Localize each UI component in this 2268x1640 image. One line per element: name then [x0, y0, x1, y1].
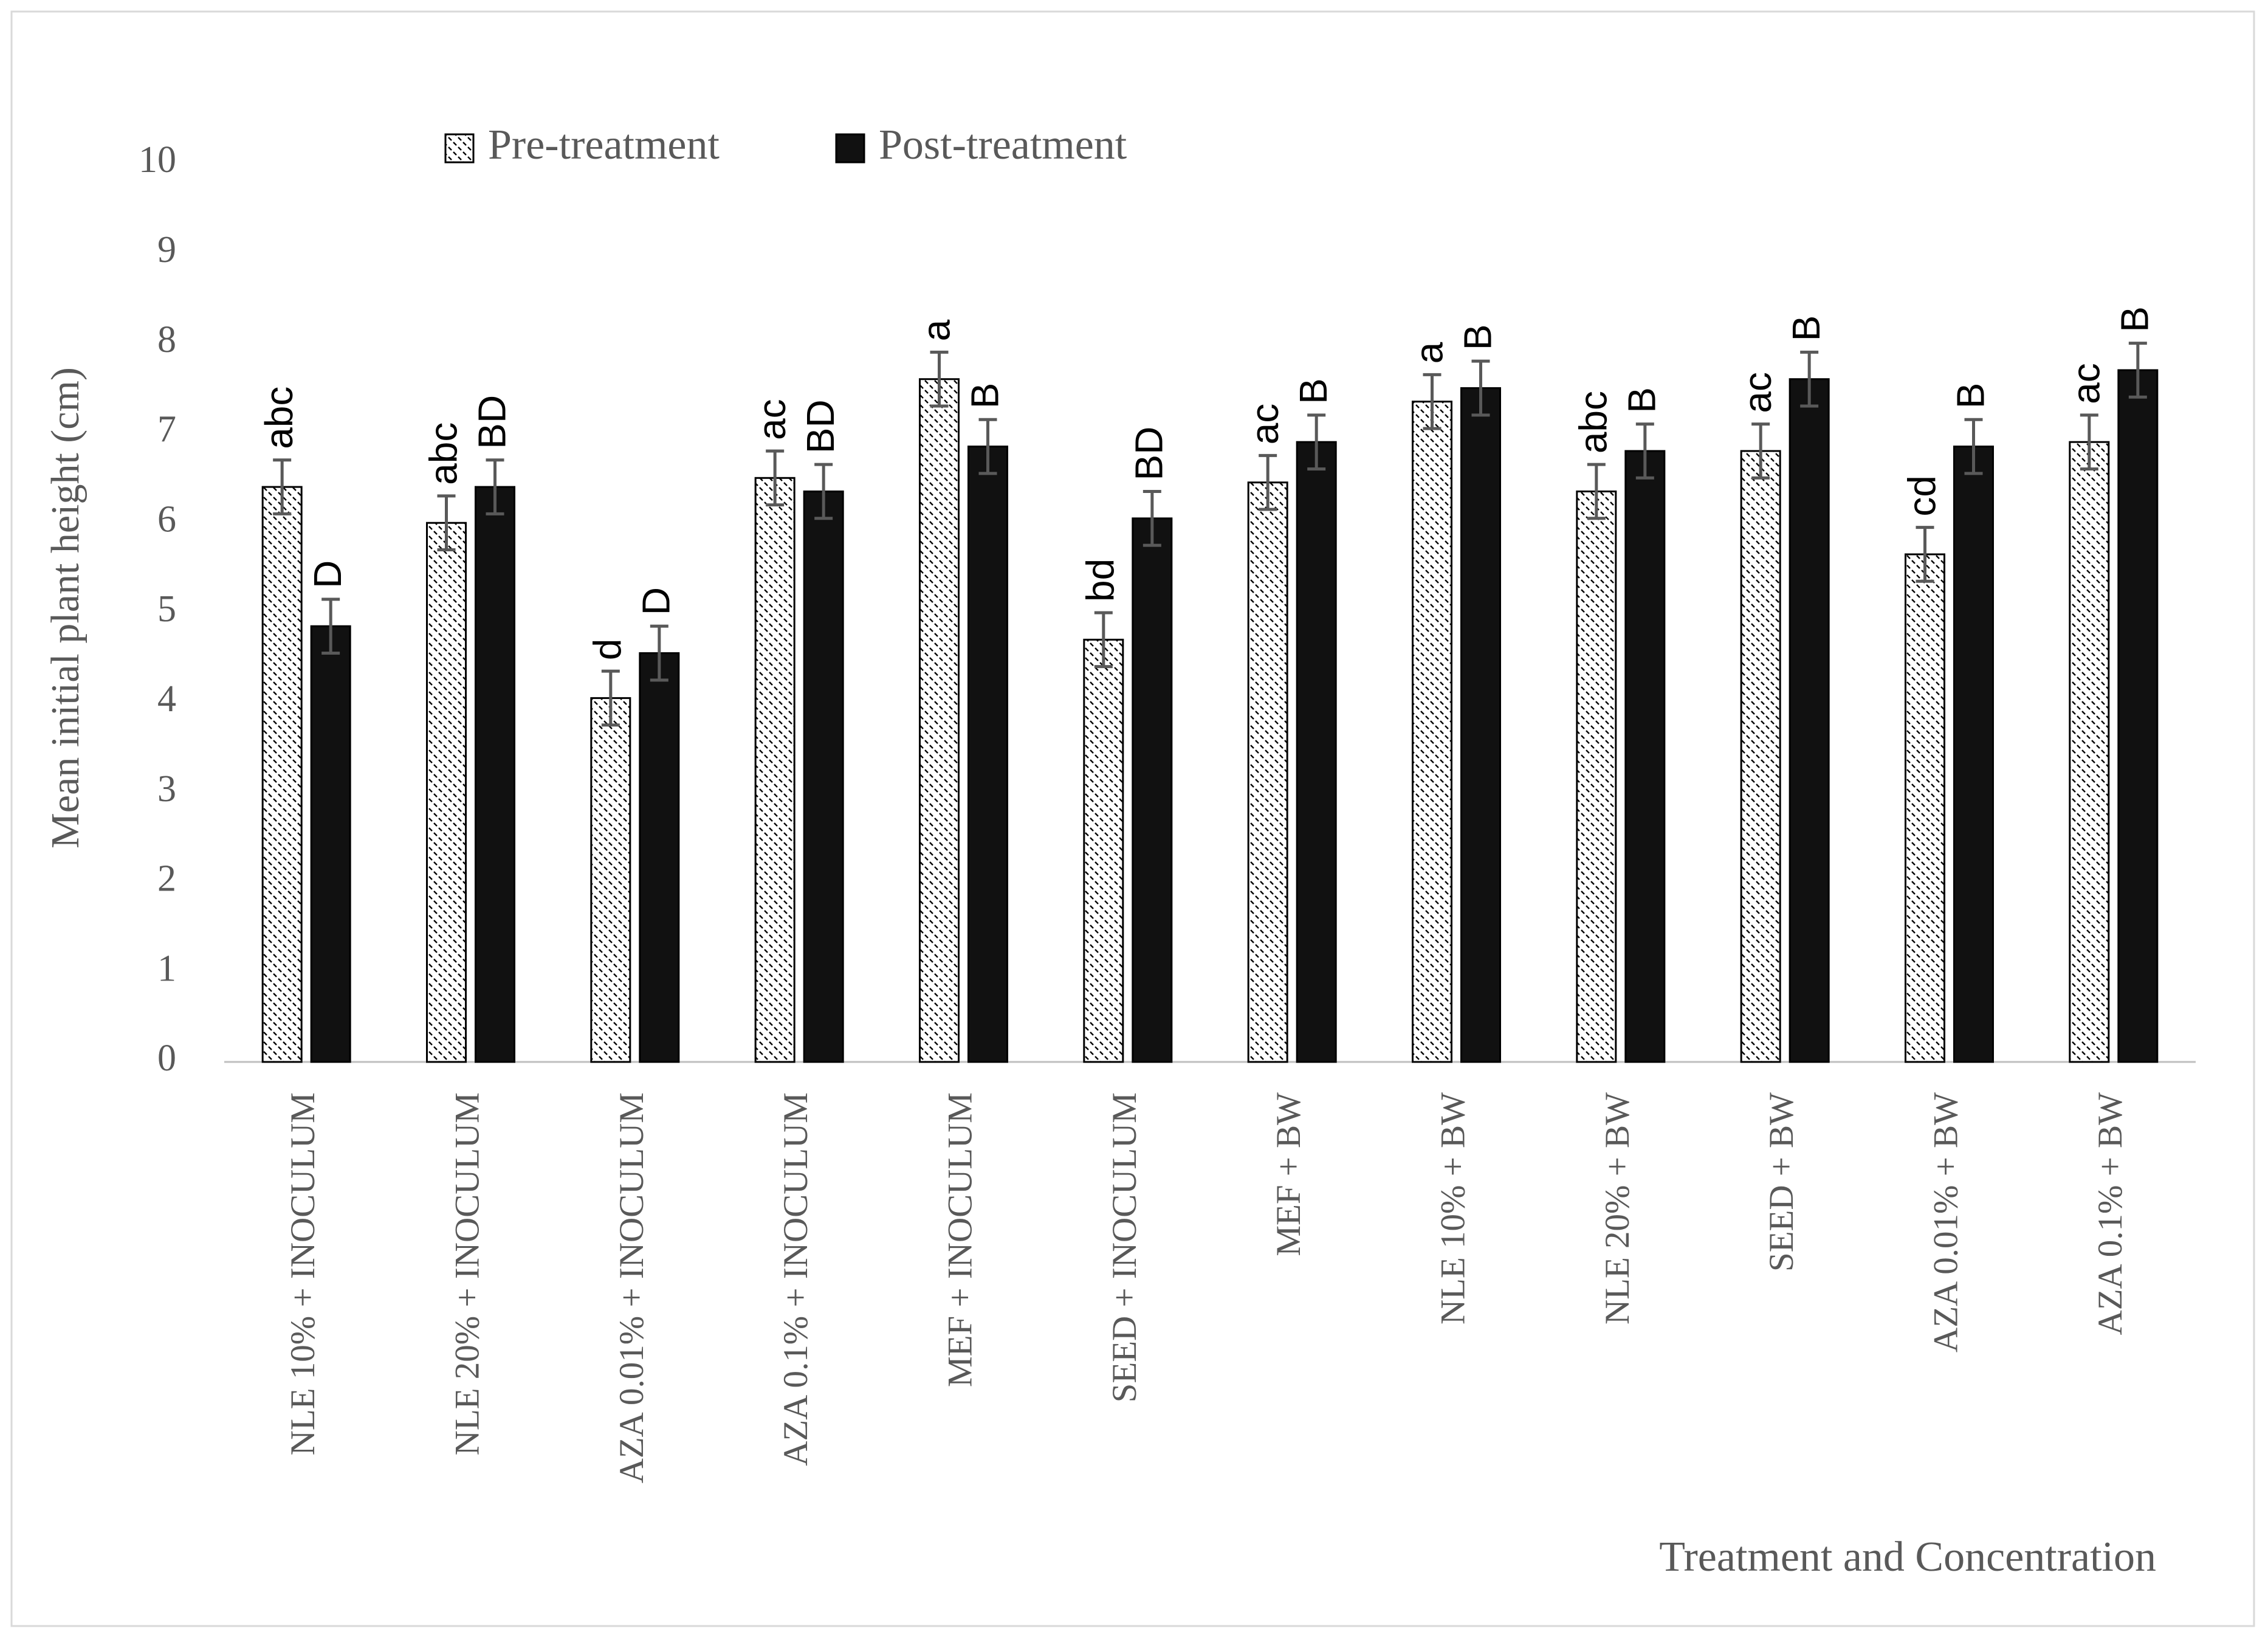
- y-tick-label: 2: [157, 858, 176, 900]
- x-tick-label: NLE 20% + BW: [1598, 1092, 1637, 1325]
- y-tick-label: 1: [157, 948, 176, 989]
- significance-label: BD: [470, 395, 514, 449]
- significance-label: B: [1948, 383, 1992, 409]
- significance-label: ac: [750, 399, 794, 440]
- x-tick-label: SEED + INOCULUM: [1105, 1092, 1144, 1402]
- bar: [2069, 441, 2110, 1063]
- x-tick-label: AZA 0.1% + INOCULUM: [777, 1092, 815, 1466]
- bar: [261, 486, 303, 1063]
- legend-label: Post-treatment: [879, 122, 1127, 168]
- bar: [1789, 378, 1830, 1063]
- bar: [475, 486, 515, 1063]
- y-tick-label: 7: [157, 409, 176, 450]
- significance-label: D: [634, 587, 678, 615]
- bar: [967, 446, 1008, 1063]
- y-tick-label: 3: [157, 768, 176, 810]
- significance-label: cd: [1900, 475, 1943, 517]
- bar: [639, 652, 680, 1063]
- bar: [310, 625, 351, 1063]
- bar: [2117, 369, 2159, 1063]
- x-tick-label: NLE 20% + INOCULUM: [448, 1092, 487, 1455]
- bar: [1624, 450, 1666, 1063]
- x-tick-label: MEF + BW: [1270, 1092, 1308, 1256]
- bar: [754, 477, 796, 1063]
- bar: [590, 697, 631, 1063]
- bar: [1953, 446, 1994, 1063]
- significance-label: abc: [421, 422, 465, 485]
- x-tick-label: SEED + BW: [1762, 1092, 1801, 1272]
- y-tick-label: 9: [157, 229, 176, 270]
- bar: [803, 490, 844, 1063]
- significance-label: B: [1291, 378, 1335, 404]
- significance-label: BD: [1127, 427, 1171, 481]
- bar: [1412, 401, 1452, 1063]
- significance-label: D: [306, 560, 349, 588]
- significance-label: B: [1455, 324, 1499, 350]
- x-axis-title: Treatment and Concentration: [1659, 1534, 2156, 1580]
- y-tick-label: 6: [157, 498, 176, 540]
- y-tick-label: 5: [157, 588, 176, 630]
- significance-label: bd: [1079, 559, 1122, 602]
- significance-label: BD: [799, 399, 842, 453]
- bar: [1740, 450, 1781, 1063]
- bar: [919, 378, 960, 1063]
- bar: [1083, 638, 1124, 1063]
- bar: [1905, 553, 1945, 1063]
- x-tick-label: AZA 0.1% + BW: [2091, 1092, 2129, 1335]
- y-axis-title: Mean initial plant height (cm): [43, 367, 88, 849]
- significance-label: ac: [1736, 372, 1779, 413]
- significance-label: B: [1784, 315, 1828, 342]
- y-tick-label: 10: [139, 139, 176, 181]
- x-tick-label: NLE 10% + BW: [1434, 1092, 1472, 1325]
- bar: [1296, 441, 1337, 1063]
- significance-label: a: [1407, 342, 1451, 363]
- x-tick-label: AZA 0.01% + BW: [1927, 1092, 1965, 1352]
- legend-swatch: [835, 133, 865, 164]
- legend-swatch: [444, 133, 475, 164]
- significance-label: abc: [1572, 391, 1615, 453]
- y-tick-label: 0: [157, 1038, 176, 1079]
- bar: [1247, 481, 1288, 1063]
- significance-label: ac: [2064, 363, 2108, 404]
- y-tick-label: 4: [157, 678, 176, 720]
- significance-label: B: [1620, 387, 1664, 413]
- y-tick-label: 8: [157, 319, 176, 360]
- x-tick-label: MEF + INOCULUM: [941, 1092, 980, 1387]
- significance-label: B: [2113, 306, 2157, 332]
- bar: [1460, 387, 1501, 1063]
- significance-label: ac: [1243, 404, 1287, 445]
- bar: [1132, 517, 1173, 1063]
- significance-label: B: [963, 383, 1006, 409]
- significance-label: a: [914, 319, 958, 341]
- bar: [426, 522, 467, 1063]
- x-tick-label: NLE 10% + INOCULUM: [284, 1092, 322, 1455]
- bar: [1576, 490, 1617, 1063]
- legend-label: Pre-treatment: [488, 122, 720, 168]
- significance-label: d: [586, 638, 630, 660]
- x-tick-label: AZA 0.01% + INOCULUM: [613, 1092, 651, 1483]
- significance-label: abc: [257, 387, 301, 449]
